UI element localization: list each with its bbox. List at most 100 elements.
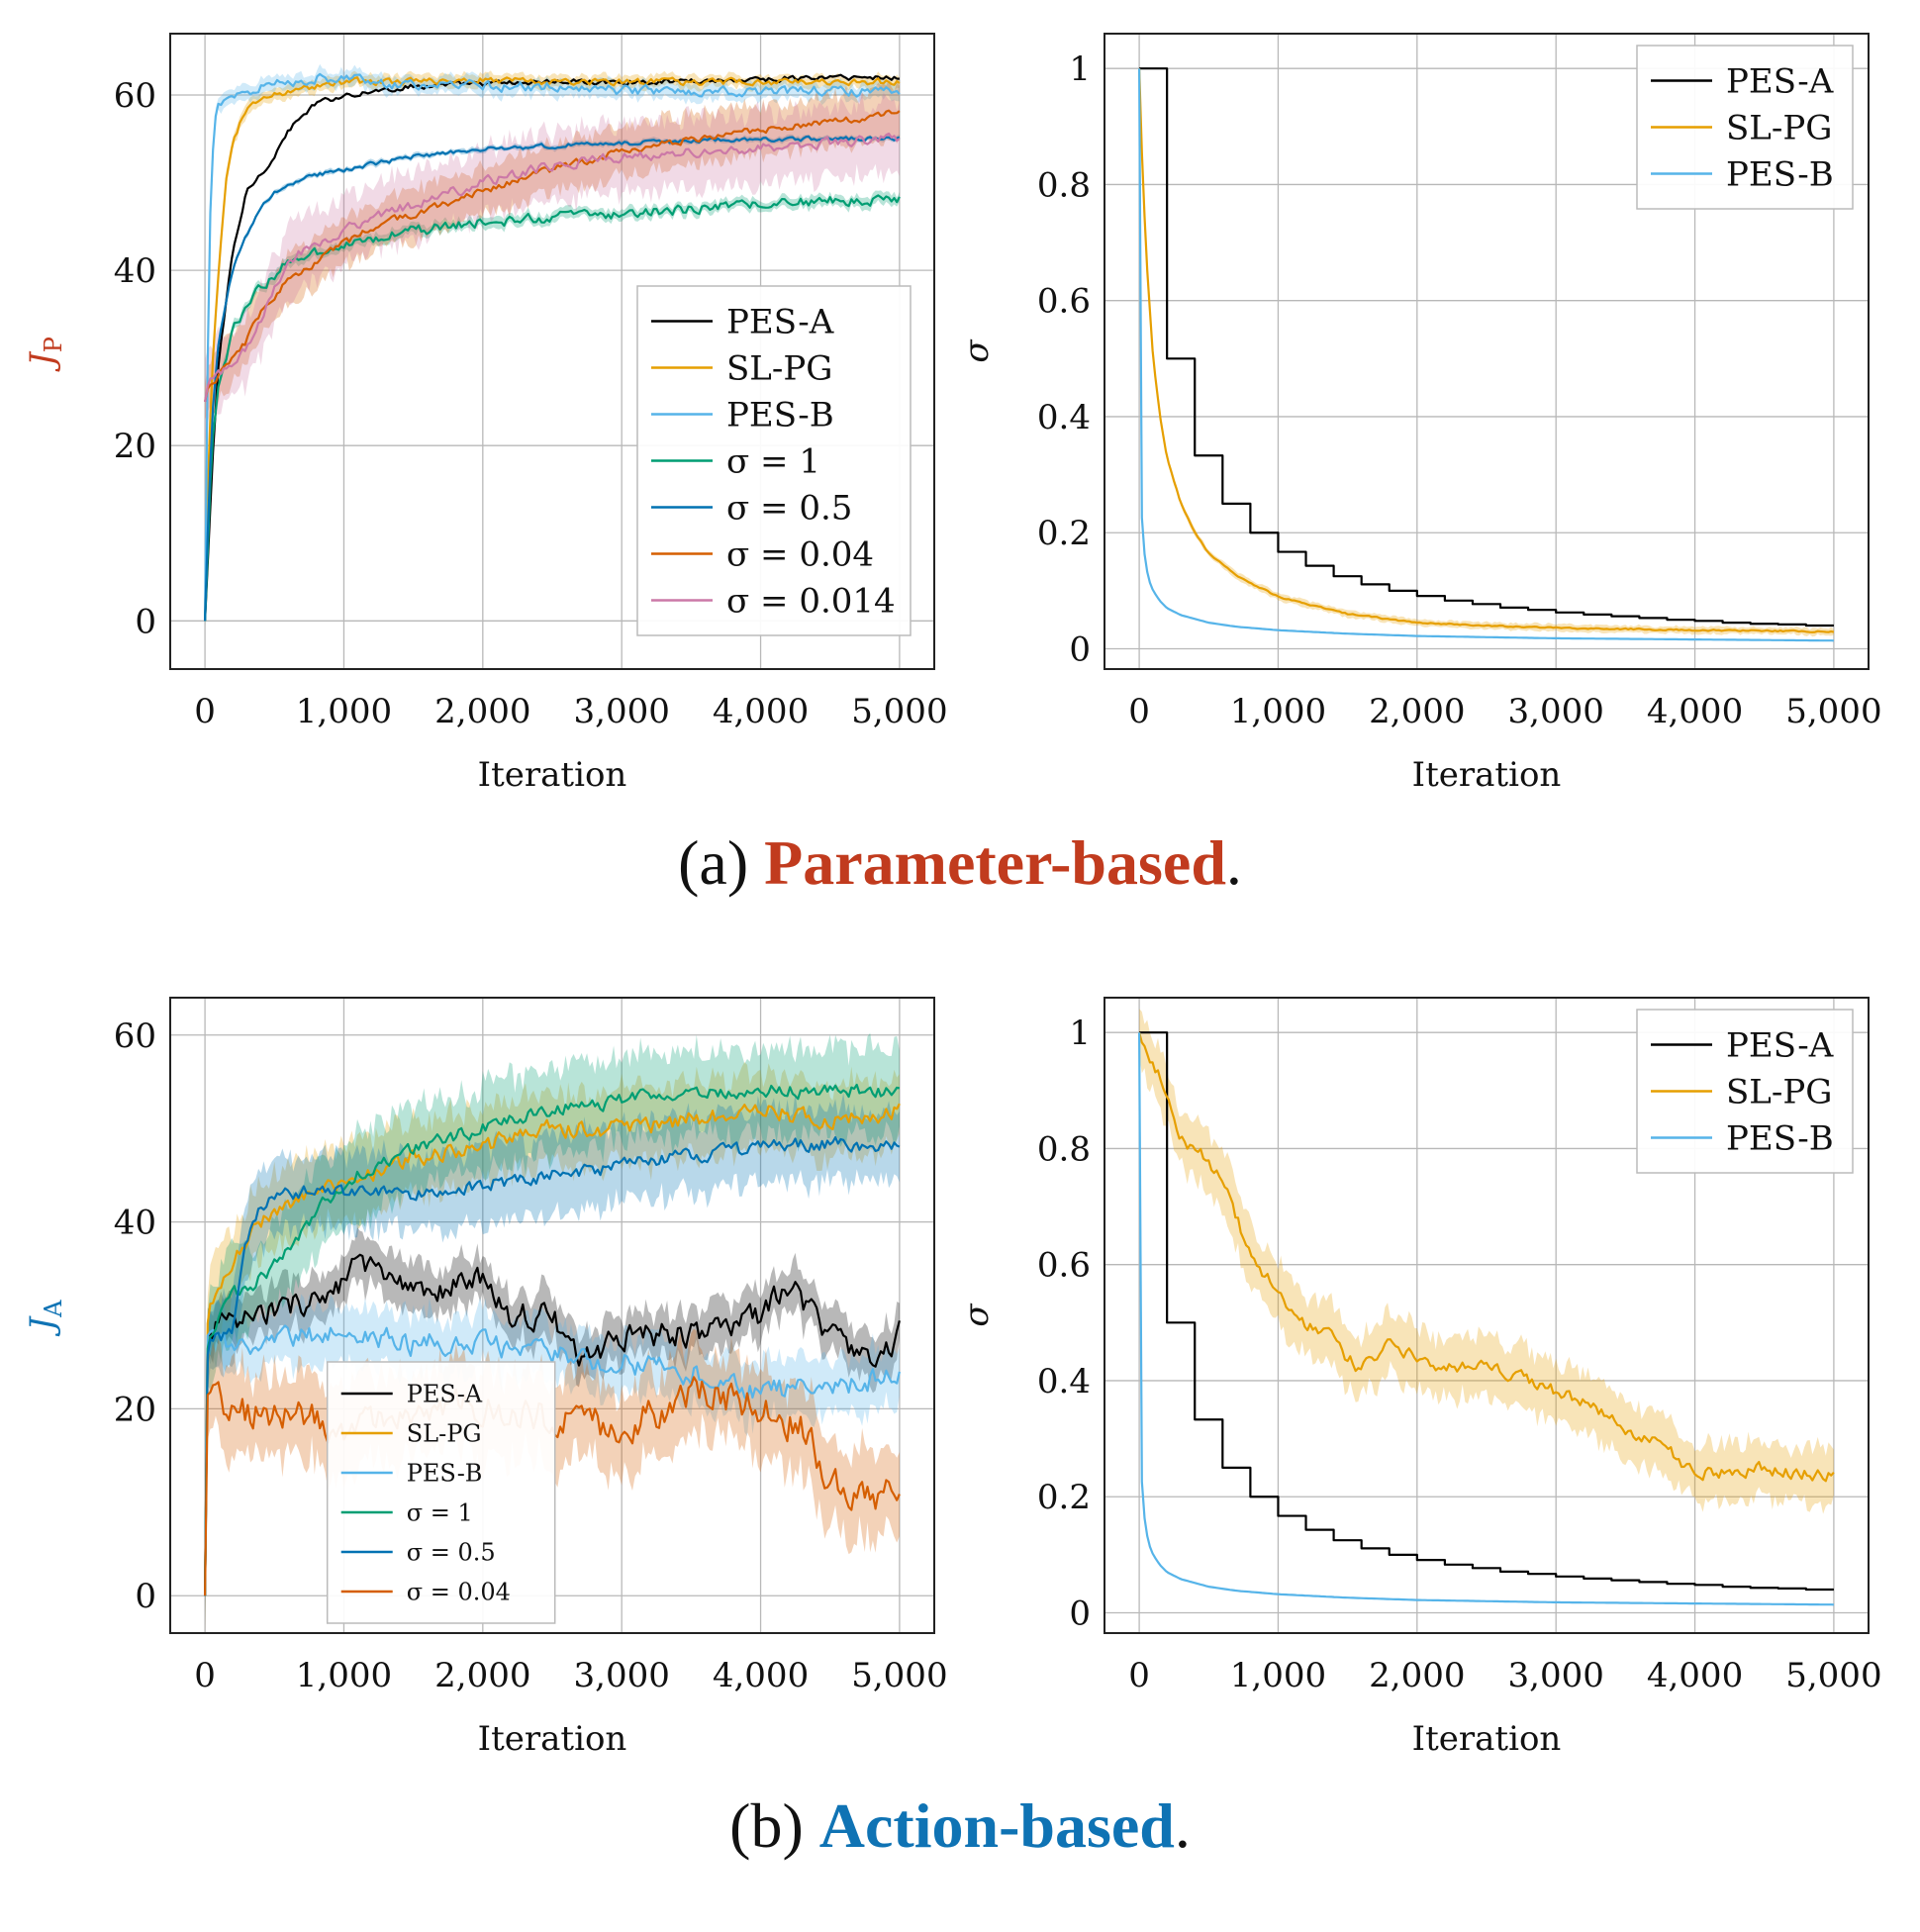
legend-label: PES-B [726, 395, 834, 435]
y-tick-label: 20 [114, 427, 156, 466]
legend-label: PES-B [407, 1459, 483, 1487]
caption-keyword: Parameter-based [764, 827, 1226, 898]
band-sl-pg [205, 1062, 900, 1631]
y-axis-label-main: σ [957, 1304, 997, 1327]
chart-param-J: 0 1,000 2,000 3,000 4,000 5,000 0 20 40 60 Iterati… [23, 33, 948, 795]
x-tick-label: 1,000 [296, 1656, 392, 1695]
caption-keyword: Action-based [818, 1790, 1175, 1861]
legend-label: σ = 0.5 [407, 1538, 496, 1566]
legend-label: PES-A [726, 302, 834, 341]
y-tick-label: 0 [135, 1577, 156, 1616]
y-tick-label: 0.2 [1037, 514, 1091, 553]
y-axis-label: σ [957, 339, 997, 363]
legend-label: σ = 0.014 [726, 581, 896, 621]
y-axis-label: σ [957, 1304, 997, 1327]
x-tick-label: 1,000 [1230, 1656, 1326, 1695]
x-tick-label: 0 [194, 1656, 216, 1695]
y-axis-label: JA [23, 1300, 67, 1337]
chart-action-sigma: 0 1,000 2,000 3,000 4,000 5,000 0 0.2 0.4 0.6 0.8 1… [957, 997, 1882, 1759]
series-line--0-5 [204, 1136, 901, 1596]
x-axis-label: Iteration [478, 755, 627, 795]
x-tick-label: 2,000 [434, 692, 530, 731]
chart-param-sigma: 0 1,000 2,000 3,000 4,000 5,000 0 0.2 0.4 0.6 0.8 1… [957, 33, 1882, 795]
series-line-pes-b [204, 72, 901, 622]
y-tick-label: 40 [114, 251, 156, 291]
x-tick-label: 3,000 [574, 692, 670, 731]
band--0-014 [205, 91, 900, 444]
y-tick-label: 60 [114, 76, 156, 116]
y-axis-label-sub: A [40, 1300, 67, 1318]
band--0-04 [205, 80, 900, 420]
legend-label: SL-PG [1726, 108, 1832, 147]
y-axis-label-main: J [23, 1314, 62, 1336]
y-tick-label: 0.4 [1037, 398, 1091, 437]
series-line-pes-b [1138, 68, 1834, 642]
plot-frame [1104, 997, 1870, 1634]
x-tick-label: 3,000 [1508, 692, 1604, 731]
y-tick-label: 60 [114, 1016, 156, 1056]
legend: PES-A SL-PG PES-B σ = 1 σ = 0.5 σ = 0.04 [326, 1361, 556, 1624]
caption-action-based: (b) Action-based. [0, 1789, 1920, 1863]
y-tick-label: 0.8 [1037, 165, 1091, 205]
series-line--1 [204, 194, 901, 622]
legend-label: σ = 1 [407, 1498, 473, 1526]
x-tick-label: 3,000 [574, 1656, 670, 1695]
x-tick-label: 5,000 [851, 692, 947, 731]
legend-label: SL-PG [1726, 1072, 1832, 1111]
series-line-pes-a [204, 1253, 901, 1596]
y-axis-label: JP [23, 337, 67, 372]
series-line--0-014 [204, 132, 901, 403]
plot-frame [1104, 33, 1870, 670]
band--0-5 [205, 1092, 900, 1633]
x-tick-label: 5,000 [851, 1656, 947, 1695]
y-axis-label-main: σ [957, 339, 997, 363]
series-line-sl-pg [1138, 1031, 1835, 1483]
y-tick-label: 1 [1069, 1014, 1091, 1053]
band-sl-pg [1139, 1009, 1834, 1514]
x-tick-label: 2,000 [1369, 692, 1465, 731]
x-tick-label: 1,000 [296, 692, 392, 731]
y-tick-label: 0 [135, 602, 156, 641]
x-tick-label: 4,000 [1647, 692, 1743, 731]
x-tick-label: 0 [1128, 1656, 1150, 1695]
y-tick-label: 0.6 [1037, 282, 1091, 322]
x-tick-label: 0 [194, 692, 216, 731]
plot-frame [169, 997, 935, 1634]
x-tick-label: 1,000 [1230, 692, 1326, 731]
x-tick-label: 4,000 [1647, 1656, 1743, 1695]
legend-label: σ = 1 [726, 441, 820, 481]
caption-parameter-based: (a) Parameter-based. [0, 826, 1920, 900]
x-tick-label: 4,000 [713, 692, 809, 731]
x-tick-label: 0 [1128, 692, 1150, 731]
y-tick-label: 0.4 [1037, 1362, 1091, 1401]
series-line-sl-pg [204, 76, 901, 622]
series-line--1 [204, 1083, 901, 1596]
x-tick-label: 2,000 [434, 1656, 530, 1695]
x-axis-label: Iteration [478, 1719, 627, 1759]
series-line-pes-b [1138, 1032, 1834, 1606]
y-tick-label: 0 [1069, 629, 1091, 669]
chart-action-J: 0 1,000 2,000 3,000 4,000 5,000 0 20 40 60 Iterati… [23, 997, 948, 1759]
legend-label: σ = 0.04 [407, 1578, 511, 1605]
legend: PES-A SL-PG PES-B σ = 1 σ = 0.5 σ = 0.04 σ = 0… [636, 285, 912, 636]
legend: PES-A SL-PG PES-B [1636, 45, 1854, 210]
legend: PES-A SL-PG PES-B [1636, 1009, 1854, 1174]
legend-label: SL-PG [726, 348, 832, 388]
legend-label: PES-A [1726, 1025, 1834, 1065]
x-tick-label: 5,000 [1785, 1656, 1881, 1695]
y-tick-label: 0.2 [1037, 1478, 1091, 1517]
x-tick-label: 4,000 [713, 1656, 809, 1695]
band--1 [205, 1032, 900, 1626]
y-tick-label: 40 [114, 1204, 156, 1243]
x-axis-label: Iteration [1412, 755, 1562, 795]
caption-suffix: . [1174, 1790, 1191, 1861]
legend-label: PES-B [1726, 1118, 1834, 1158]
legend-label: PES-A [407, 1380, 483, 1407]
legend-label: SL-PG [407, 1419, 482, 1447]
x-tick-label: 3,000 [1508, 1656, 1604, 1695]
legend-label: σ = 0.04 [726, 534, 874, 574]
series-line-pes-a [1139, 1031, 1834, 1592]
y-axis-label-main: J [23, 350, 62, 372]
y-axis-label-sub: P [40, 337, 67, 352]
x-tick-label: 5,000 [1785, 692, 1881, 731]
